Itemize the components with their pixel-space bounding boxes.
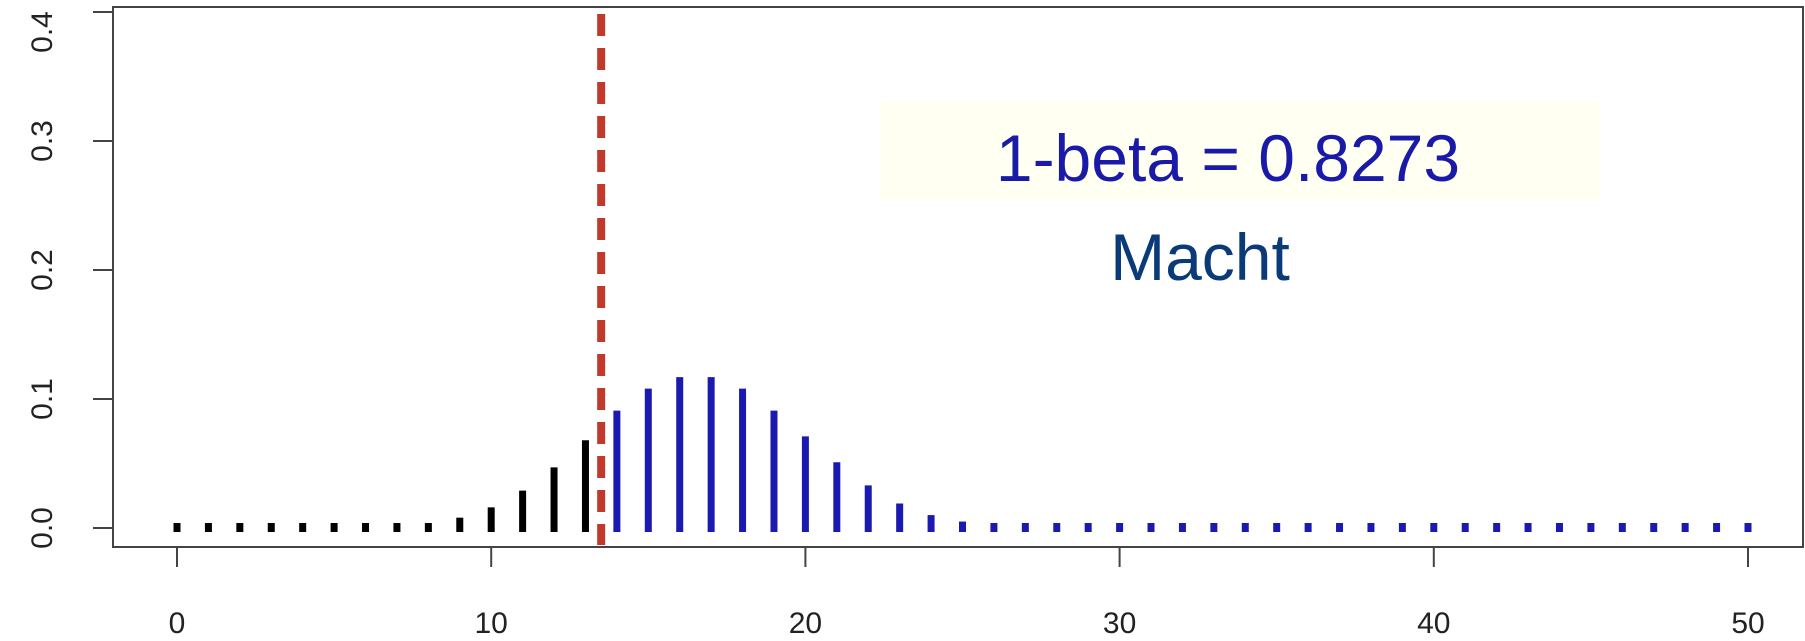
x-tick-label-10: 10 xyxy=(475,607,508,640)
bars-group xyxy=(177,377,1748,532)
y-tick-label-1: 0.1 xyxy=(26,378,59,420)
macht-label: Macht xyxy=(1110,220,1290,294)
x-tick-label-20: 20 xyxy=(789,607,822,640)
y-axis: 0.0 0.1 0.2 0.3 0.4 xyxy=(26,11,113,549)
x-axis: 0 10 20 30 40 50 xyxy=(169,547,1765,640)
x-tick-label-40: 40 xyxy=(1417,607,1450,640)
y-tick-label-0: 0.0 xyxy=(26,507,59,549)
x-tick-label-30: 30 xyxy=(1103,607,1136,640)
plot-frame xyxy=(113,7,1803,547)
y-tick-label-2: 0.2 xyxy=(26,249,59,291)
x-tick-label-0: 0 xyxy=(169,607,186,640)
y-tick-label-4: 0.4 xyxy=(26,11,59,53)
y-tick-label-3: 0.3 xyxy=(26,120,59,162)
x-tick-label-50: 50 xyxy=(1731,607,1764,640)
power-annotation: 1-beta = 0.8273 xyxy=(996,121,1460,195)
